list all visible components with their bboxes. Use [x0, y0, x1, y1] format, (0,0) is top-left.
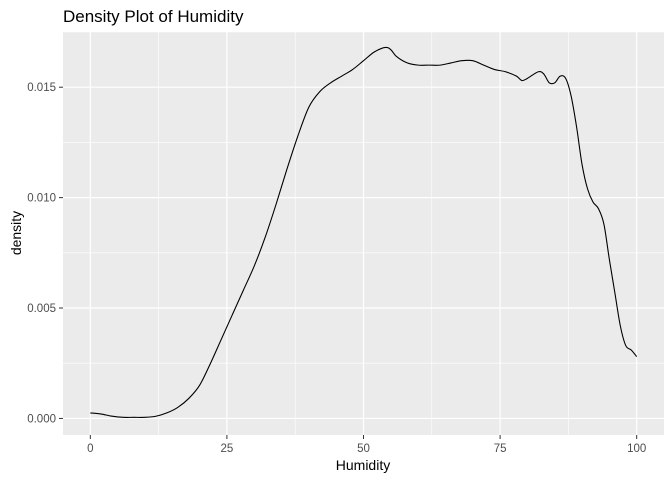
x-axis-title: Humidity: [336, 457, 390, 473]
x-tick-label-1: 25: [221, 443, 234, 455]
y-tick-labels: 0.000 0.005 0.010 0.015: [27, 82, 56, 425]
y-tick-label-3: 0.015: [27, 82, 56, 94]
y-tick-label-1: 0.005: [27, 303, 56, 315]
density-line: [90, 46, 638, 418]
y-tick-label-0: 0.000: [27, 413, 56, 425]
y-axis-title: density: [8, 211, 24, 255]
x-tick-label-3: 75: [494, 443, 507, 455]
x-tick-labels: 0 25 50 75 100: [87, 443, 646, 455]
major-gridlines: [63, 32, 664, 435]
axis-ticks: [59, 86, 638, 439]
y-tick-label-2: 0.010: [27, 193, 56, 205]
x-tick-label-2: 50: [357, 443, 370, 455]
x-tick-label-0: 0: [87, 443, 93, 455]
x-tick-label-4: 100: [627, 443, 646, 455]
chart-title: Density Plot of Humidity: [63, 7, 244, 26]
